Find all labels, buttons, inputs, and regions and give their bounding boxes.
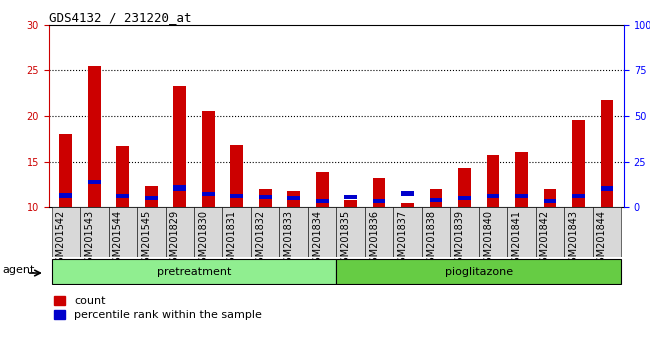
- Bar: [401, 191, 414, 196]
- Bar: [88, 180, 101, 184]
- Text: GSM201843: GSM201843: [569, 210, 578, 269]
- Text: GSM201829: GSM201829: [170, 210, 180, 269]
- Text: GSM201833: GSM201833: [283, 210, 294, 269]
- Text: pioglitazone: pioglitazone: [445, 267, 513, 277]
- Bar: [543, 189, 556, 207]
- Text: GSM201832: GSM201832: [255, 210, 265, 269]
- Bar: [280, 207, 308, 257]
- Text: GSM201834: GSM201834: [312, 210, 322, 269]
- Bar: [59, 193, 72, 198]
- Text: GSM201545: GSM201545: [141, 210, 151, 269]
- Text: GSM201544: GSM201544: [113, 210, 123, 269]
- Bar: [230, 194, 243, 198]
- Bar: [109, 207, 137, 257]
- Bar: [80, 207, 109, 257]
- Text: GSM201844: GSM201844: [597, 210, 607, 269]
- Bar: [344, 200, 357, 207]
- Bar: [450, 207, 479, 257]
- Text: GSM201839: GSM201839: [454, 210, 465, 269]
- Bar: [259, 189, 272, 207]
- Text: pretreatment: pretreatment: [157, 267, 231, 277]
- Bar: [458, 196, 471, 200]
- Text: GSM201836: GSM201836: [369, 210, 379, 269]
- Bar: [536, 207, 564, 257]
- Bar: [393, 207, 422, 257]
- Bar: [572, 120, 585, 207]
- Bar: [287, 196, 300, 200]
- Text: GSM201840: GSM201840: [483, 210, 493, 269]
- Bar: [230, 145, 243, 207]
- Text: GSM201543: GSM201543: [84, 210, 94, 269]
- Bar: [316, 199, 328, 202]
- Bar: [251, 207, 280, 257]
- Bar: [458, 168, 471, 207]
- Text: GSM201838: GSM201838: [426, 210, 436, 269]
- Text: GDS4132 / 231220_at: GDS4132 / 231220_at: [49, 11, 191, 24]
- Bar: [51, 207, 80, 257]
- Bar: [543, 199, 556, 202]
- Bar: [564, 207, 593, 257]
- Text: GSM201842: GSM201842: [540, 210, 550, 269]
- Bar: [202, 112, 214, 207]
- Bar: [372, 178, 385, 207]
- Bar: [174, 86, 186, 207]
- Bar: [487, 194, 499, 198]
- Text: agent: agent: [3, 266, 35, 275]
- Bar: [365, 207, 393, 257]
- Bar: [601, 186, 614, 191]
- Bar: [222, 207, 251, 257]
- Bar: [116, 146, 129, 207]
- Bar: [572, 194, 585, 198]
- Bar: [593, 207, 621, 257]
- Bar: [174, 185, 186, 191]
- Bar: [422, 207, 450, 257]
- Bar: [145, 186, 158, 207]
- Bar: [259, 195, 272, 199]
- Bar: [372, 199, 385, 202]
- Bar: [479, 207, 507, 257]
- Bar: [59, 134, 72, 207]
- Text: GSM201830: GSM201830: [198, 210, 208, 269]
- Bar: [401, 204, 414, 207]
- Bar: [116, 194, 129, 198]
- Bar: [308, 207, 337, 257]
- Bar: [601, 101, 614, 207]
- Bar: [430, 198, 443, 202]
- Bar: [51, 259, 337, 285]
- Bar: [166, 207, 194, 257]
- Bar: [145, 196, 158, 200]
- Text: GSM201831: GSM201831: [227, 210, 237, 269]
- Bar: [88, 66, 101, 207]
- Bar: [194, 207, 222, 257]
- Bar: [430, 189, 443, 207]
- Text: GSM201837: GSM201837: [398, 210, 408, 269]
- Bar: [507, 207, 536, 257]
- Text: GSM201542: GSM201542: [56, 210, 66, 269]
- Bar: [344, 195, 357, 199]
- Bar: [316, 172, 328, 207]
- Bar: [337, 207, 365, 257]
- Text: GSM201835: GSM201835: [341, 210, 350, 269]
- Bar: [202, 192, 214, 196]
- Bar: [137, 207, 166, 257]
- Bar: [515, 152, 528, 207]
- Text: GSM201841: GSM201841: [512, 210, 521, 269]
- Bar: [515, 194, 528, 198]
- Bar: [487, 155, 499, 207]
- Bar: [337, 259, 621, 285]
- Bar: [287, 191, 300, 207]
- Legend: count, percentile rank within the sample: count, percentile rank within the sample: [55, 296, 262, 320]
